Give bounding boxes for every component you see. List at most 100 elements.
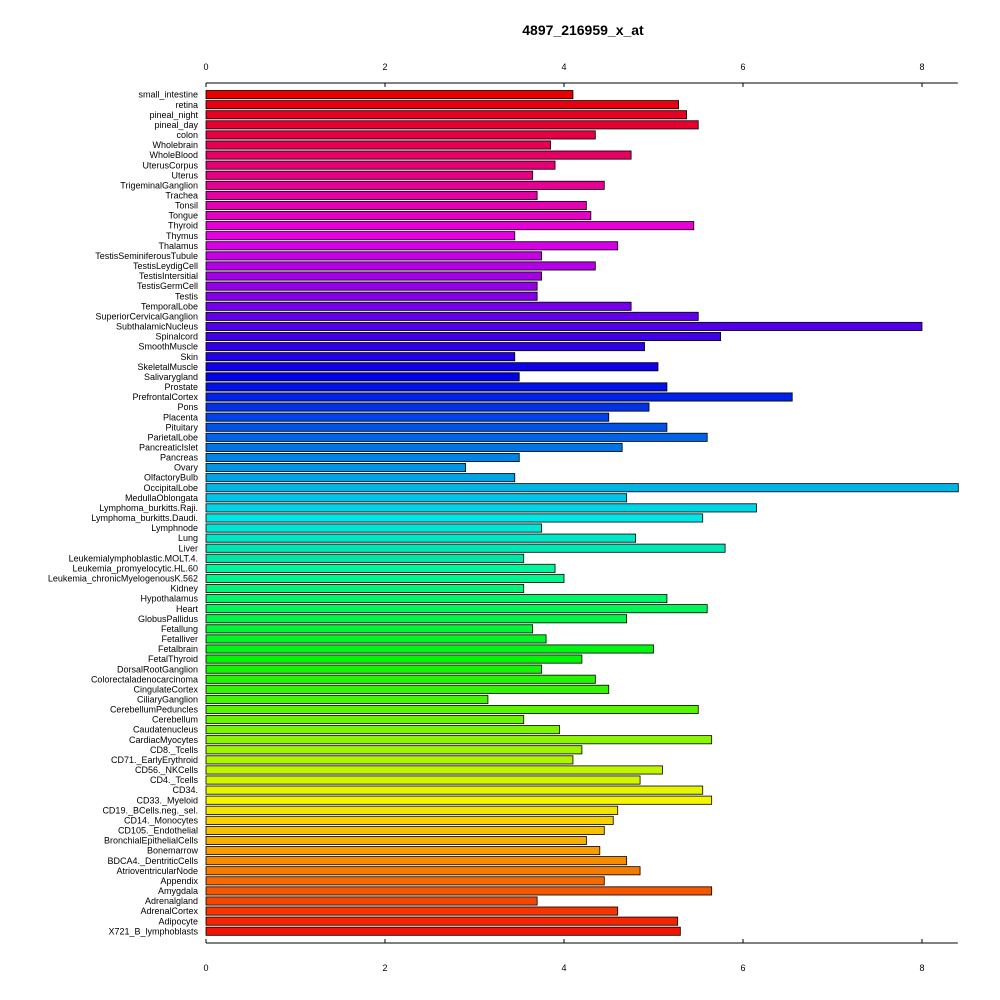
bar xyxy=(205,896,538,906)
category-label: TrigeminalGanglion xyxy=(120,180,198,190)
category-label: Thalamus xyxy=(158,241,198,251)
category-label: Trachea xyxy=(165,191,198,201)
category-label: CD71._EarlyErythroid xyxy=(111,755,198,765)
bar xyxy=(205,503,757,513)
category-label: X721_B_lymphoblasts xyxy=(108,926,198,936)
bar xyxy=(205,735,713,745)
category-label: Pituitary xyxy=(165,422,198,432)
category-label: SmoothMuscle xyxy=(138,342,198,352)
bar xyxy=(205,321,923,331)
bar xyxy=(205,180,605,190)
category-label: Lymphoma_burkitts.Raji. xyxy=(99,503,198,513)
category-label: Tongue xyxy=(168,211,198,221)
category-label: UterusCorpus xyxy=(142,160,198,170)
top-tick-label: 2 xyxy=(382,62,387,72)
category-label: AtrioventricularNode xyxy=(116,866,198,876)
category-label: DorsalRootGanglion xyxy=(117,664,198,674)
bar xyxy=(205,221,695,231)
bar xyxy=(205,473,516,483)
category-label: Colorectaladenocarcinoma xyxy=(91,674,198,684)
bar xyxy=(205,432,708,442)
bar xyxy=(205,160,556,170)
bar xyxy=(205,765,663,775)
bar xyxy=(205,190,538,200)
category-label: Salivarygland xyxy=(144,372,198,382)
category-label: CD4._Tcells xyxy=(150,775,199,785)
bar xyxy=(205,584,525,594)
bar xyxy=(205,442,623,452)
category-label: small_intestine xyxy=(138,90,198,100)
category-label: FetalThyroid xyxy=(148,654,198,664)
category-label: Testis xyxy=(175,291,199,301)
bar xyxy=(205,493,628,503)
bar xyxy=(205,170,534,180)
category-label: PancreaticIslet xyxy=(139,443,199,453)
bar xyxy=(205,90,574,100)
bar xyxy=(205,684,610,694)
bar xyxy=(205,563,556,573)
category-label: TestisGermCell xyxy=(137,281,198,291)
category-label: colon xyxy=(176,130,198,140)
bar xyxy=(205,332,722,342)
bar xyxy=(205,795,713,805)
bar xyxy=(205,412,610,422)
category-label: TemporalLobe xyxy=(141,301,198,311)
bar xyxy=(205,110,688,120)
bar xyxy=(205,200,587,210)
bar xyxy=(205,694,489,704)
category-label: Pons xyxy=(177,402,198,412)
bottom-tick-label: 4 xyxy=(561,963,566,973)
category-label: Liver xyxy=(178,543,198,553)
bar xyxy=(205,674,596,684)
bar xyxy=(205,211,592,221)
bar xyxy=(205,866,641,876)
category-label: WholeBlood xyxy=(149,150,198,160)
category-label: MedullaOblongata xyxy=(125,493,198,503)
category-label: Leukemia_chronicMyelogenousK.562 xyxy=(48,574,198,584)
category-label: Kidney xyxy=(170,584,198,594)
bar xyxy=(205,311,699,321)
top-tick-label: 4 xyxy=(561,62,566,72)
category-label: TestisIntersitial xyxy=(139,271,198,281)
bar xyxy=(205,704,699,714)
category-label: Tonsil xyxy=(175,201,198,211)
category-label: ParietalLobe xyxy=(147,432,198,442)
bottom-tick-label: 8 xyxy=(919,963,924,973)
bar xyxy=(205,261,596,271)
bar xyxy=(205,815,614,825)
category-label: Prostate xyxy=(164,382,198,392)
category-label: CiliaryGanglion xyxy=(137,695,198,705)
category-label: Lung xyxy=(178,533,198,543)
bar xyxy=(205,926,681,936)
category-label: PrefrontalCortex xyxy=(132,392,198,402)
bar xyxy=(205,100,679,110)
bottom-tick-label: 2 xyxy=(382,963,387,973)
category-label: CD105._Endothelial xyxy=(118,826,198,836)
category-label: CD14._Monocytes xyxy=(124,815,199,825)
bar xyxy=(205,614,628,624)
bar xyxy=(205,231,516,241)
bar xyxy=(205,352,516,362)
category-label: Skin xyxy=(180,352,198,362)
category-label: TestisLeydigCell xyxy=(133,261,198,271)
bar xyxy=(205,856,628,866)
category-label: Uterus xyxy=(171,170,198,180)
bar xyxy=(205,715,525,725)
top-tick-label: 6 xyxy=(740,62,745,72)
bar xyxy=(205,120,699,130)
category-label: Fetalliver xyxy=(161,634,198,644)
bar xyxy=(205,523,543,533)
category-label: Amygdala xyxy=(158,886,198,896)
bar xyxy=(205,785,704,795)
bar xyxy=(205,463,466,473)
category-label: SkeletalMuscle xyxy=(137,362,198,372)
bar xyxy=(205,594,668,604)
bar xyxy=(205,906,619,916)
bar xyxy=(205,271,543,281)
category-label: CD34. xyxy=(172,785,198,795)
category-label: retina xyxy=(175,100,198,110)
category-label: Heart xyxy=(176,604,199,614)
category-label: OlfactoryBulb xyxy=(144,473,198,483)
bar xyxy=(205,876,605,886)
category-label: Adrenalgland xyxy=(145,896,198,906)
